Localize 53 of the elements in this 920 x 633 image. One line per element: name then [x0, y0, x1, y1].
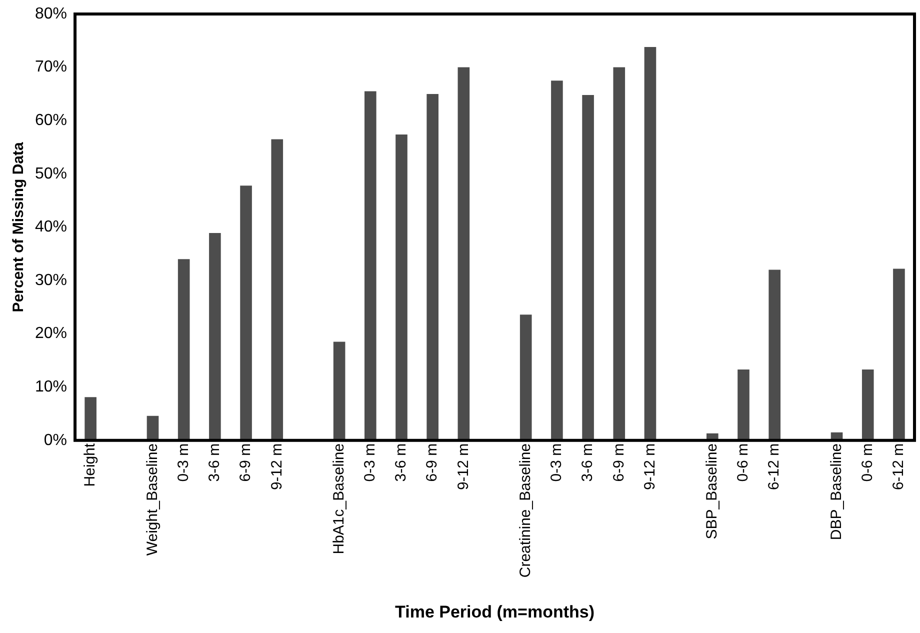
x-tick-label: DBP_Baseline	[828, 443, 845, 540]
x-tick-label: 0-3 m	[362, 443, 379, 482]
bar	[240, 186, 252, 440]
bar	[271, 139, 284, 440]
bar	[644, 47, 656, 440]
x-tick-label: 6-12 m	[766, 443, 783, 490]
y-tick-label: 40%	[34, 218, 68, 236]
x-tick-label: 0-6 m	[859, 443, 876, 482]
y-tick-label: 0%	[44, 432, 68, 449]
bar	[146, 416, 159, 440]
y-tick-label: 30%	[34, 272, 68, 289]
x-tick-label: 0-3 m	[548, 443, 566, 482]
bar	[582, 95, 594, 440]
bar	[458, 67, 470, 440]
x-tick-label: SBP_Baseline	[704, 443, 721, 540]
bar	[738, 369, 750, 440]
x-tick-label: Height	[82, 442, 99, 487]
y-tick-label: 80%	[34, 5, 68, 22]
y-tick-label: 60%	[34, 112, 68, 129]
x-axis-title: Time Period (m=months)	[395, 602, 594, 622]
bar	[862, 369, 874, 440]
bar	[209, 233, 221, 440]
bar	[768, 270, 780, 440]
x-tick-label: 0-3 m	[174, 443, 192, 482]
x-tick-label: Creatinine_Baseline	[517, 443, 534, 578]
x-tick-label: Weight_Baseline	[144, 443, 161, 556]
x-tick-label: HbA1c_Baseline	[330, 443, 348, 554]
x-tick-label: 0-6 m	[734, 443, 752, 482]
y-tick-label: 10%	[34, 378, 68, 396]
bar	[396, 134, 408, 440]
x-tick-label: 9-12 m	[641, 443, 658, 490]
y-tick-label: 50%	[34, 165, 68, 182]
x-tick-label: 9-12 m	[268, 443, 286, 490]
bar	[84, 397, 96, 440]
bar	[426, 94, 438, 440]
x-tick-label: 3-6 m	[579, 443, 596, 482]
x-tick-label: 9-12 m	[454, 443, 472, 490]
bar	[178, 259, 190, 440]
x-tick-label: 6-12 m	[890, 443, 908, 490]
bar	[520, 314, 532, 440]
x-tick-label: 3-6 m	[392, 443, 410, 482]
bar	[333, 342, 346, 440]
bar	[893, 268, 905, 440]
x-tick-label: 6-9 m	[237, 443, 254, 482]
x-tick-label: 6-9 m	[610, 443, 628, 482]
y-tick-label: 70%	[34, 58, 68, 76]
x-tick-label: 3-6 m	[206, 443, 224, 482]
x-tick-label: 6-9 m	[424, 443, 441, 482]
bar	[551, 80, 563, 440]
bar	[364, 91, 376, 440]
y-tick-label: 20%	[34, 325, 68, 342]
y-axis-title: Percent of Missing Data	[10, 142, 28, 312]
bar	[613, 67, 626, 440]
